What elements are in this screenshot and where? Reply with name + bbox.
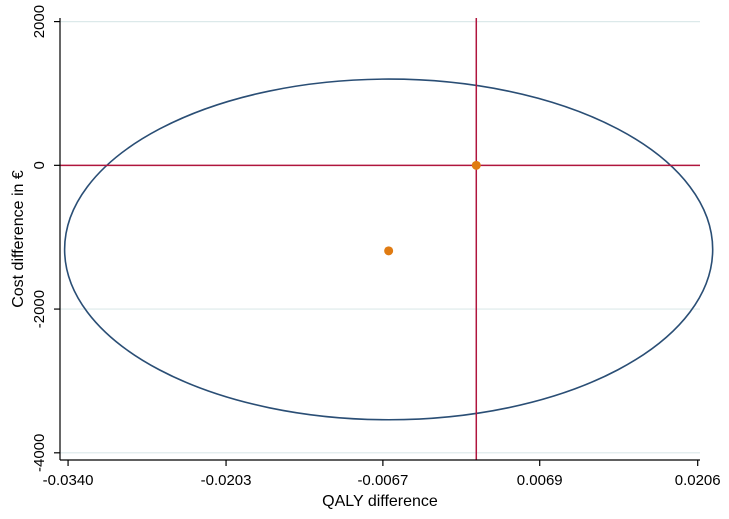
- confidence-ellipse: [63, 78, 714, 421]
- y-tick-label: 2000: [31, 5, 48, 38]
- x-axis-title: QALY difference: [322, 493, 438, 510]
- y-axis-title: Cost difference in €: [10, 170, 27, 308]
- x-tick-label: -0.0340: [43, 472, 94, 489]
- y-tick-label: -4000: [31, 434, 48, 472]
- x-ticks: -0.0340 -0.0203 -0.0067 0.0069 0.0206: [43, 460, 721, 489]
- y-tick-label: 0: [31, 161, 48, 169]
- x-tick-label: 0.0069: [517, 472, 563, 489]
- data-points: [384, 160, 481, 256]
- reference-lines: [60, 18, 700, 460]
- axes: [59, 18, 700, 461]
- y-tick-label: -2000: [31, 290, 48, 328]
- confidence-ellipse-group: [63, 78, 714, 421]
- x-tick-label: -0.0203: [201, 472, 252, 489]
- data-point: [471, 160, 481, 170]
- data-point: [384, 246, 394, 256]
- x-tick-label: -0.0067: [357, 472, 408, 489]
- y-ticks: 2000 0 -2000 -4000: [31, 5, 60, 472]
- grid-lines: [60, 20, 700, 454]
- x-tick-label: 0.0206: [675, 472, 721, 489]
